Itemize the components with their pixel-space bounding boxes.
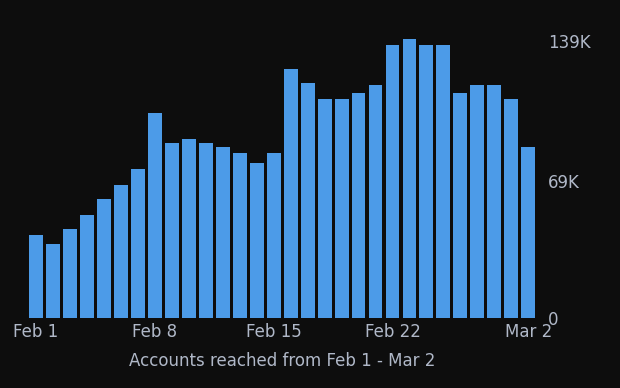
Bar xyxy=(29,234,43,318)
Bar xyxy=(199,143,213,318)
Bar xyxy=(420,45,433,318)
Bar xyxy=(131,169,144,318)
Bar xyxy=(165,143,179,318)
Bar xyxy=(368,85,383,318)
Bar xyxy=(352,93,365,318)
Bar xyxy=(402,39,417,318)
Bar xyxy=(317,99,332,318)
Bar xyxy=(301,83,314,318)
X-axis label: Accounts reached from Feb 1 - Mar 2: Accounts reached from Feb 1 - Mar 2 xyxy=(129,352,435,370)
Bar xyxy=(267,153,281,318)
Bar xyxy=(216,147,229,318)
Bar xyxy=(335,99,348,318)
Bar xyxy=(250,163,264,318)
Bar xyxy=(46,244,60,318)
Bar xyxy=(97,199,111,318)
Bar xyxy=(63,229,77,318)
Bar xyxy=(505,99,518,318)
Bar xyxy=(283,69,298,318)
Bar xyxy=(471,85,484,318)
Bar xyxy=(521,147,535,318)
Bar xyxy=(182,139,196,318)
Bar xyxy=(114,185,128,318)
Bar xyxy=(386,45,399,318)
Bar xyxy=(148,113,162,318)
Bar xyxy=(80,215,94,318)
Bar xyxy=(436,45,450,318)
Bar xyxy=(453,93,467,318)
Bar xyxy=(232,153,247,318)
Bar xyxy=(487,85,502,318)
